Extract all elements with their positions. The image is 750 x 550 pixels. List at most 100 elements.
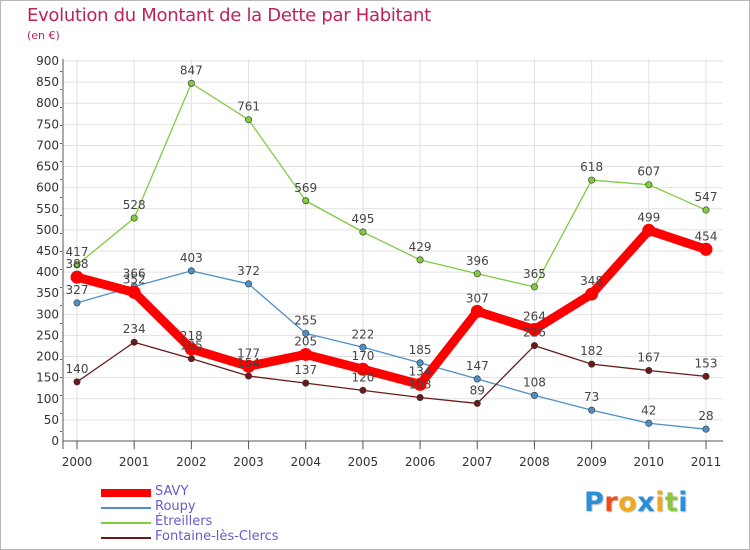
data-label-etreillers: 618 bbox=[580, 160, 603, 174]
data-point-savy bbox=[470, 304, 484, 318]
data-label-etreillers: 569 bbox=[294, 181, 317, 195]
y-tick-label: 900 bbox=[36, 54, 59, 68]
data-point-fontaine-les-clercs bbox=[416, 394, 424, 402]
y-tick-label: 100 bbox=[36, 392, 59, 406]
data-point-savy bbox=[356, 362, 370, 376]
data-label-savy: 264 bbox=[523, 310, 546, 324]
y-tick-label: 650 bbox=[36, 160, 59, 174]
data-label-roupy: 327 bbox=[66, 283, 89, 297]
data-label-savy: 134 bbox=[409, 364, 432, 378]
x-tick-label: 2010 bbox=[634, 455, 665, 469]
data-point-savy bbox=[184, 342, 198, 356]
data-label-fontaine-les-clercs: 195 bbox=[180, 339, 203, 353]
data-point-roupy bbox=[473, 375, 481, 383]
y-tick-label: 50 bbox=[44, 413, 59, 427]
data-label-etreillers: 429 bbox=[409, 240, 432, 254]
data-point-etreillers bbox=[245, 116, 253, 124]
data-point-fontaine-les-clercs bbox=[73, 378, 81, 386]
data-label-etreillers: 396 bbox=[466, 254, 489, 268]
data-point-roupy bbox=[416, 359, 424, 367]
series-line-fontaine-les-clercs bbox=[76, 341, 707, 405]
data-point-fontaine-les-clercs bbox=[473, 399, 481, 407]
data-point-roupy bbox=[302, 329, 310, 337]
legend-swatch bbox=[101, 489, 151, 497]
legend-label: Fontaine-lès-Clercs bbox=[155, 529, 279, 544]
data-label-fontaine-les-clercs: 89 bbox=[470, 383, 485, 397]
data-point-savy bbox=[699, 242, 713, 256]
data-label-savy: 352 bbox=[123, 272, 146, 286]
data-point-etreillers bbox=[73, 261, 81, 269]
x-tick-label: 2001 bbox=[119, 455, 150, 469]
data-label-roupy: 222 bbox=[351, 327, 374, 341]
series-line-roupy bbox=[76, 270, 707, 430]
legend-item: Étreillers bbox=[101, 514, 361, 530]
data-label-fontaine-les-clercs: 234 bbox=[123, 322, 146, 336]
data-label-roupy: 185 bbox=[409, 343, 432, 357]
data-point-roupy bbox=[645, 419, 653, 427]
data-label-fontaine-les-clercs: 140 bbox=[66, 362, 89, 376]
data-label-savy: 388 bbox=[66, 257, 89, 271]
y-tick-label: 500 bbox=[36, 223, 59, 237]
y-tick-label: 150 bbox=[36, 371, 59, 385]
x-tick-label: 2006 bbox=[405, 455, 436, 469]
data-point-savy bbox=[585, 287, 599, 301]
data-label-etreillers: 365 bbox=[523, 267, 546, 281]
logo-letter: o bbox=[618, 487, 638, 518]
y-tick-label: 800 bbox=[36, 96, 59, 110]
data-point-savy bbox=[70, 270, 84, 284]
data-label-roupy: 403 bbox=[180, 251, 203, 265]
x-tick-label: 2007 bbox=[462, 455, 493, 469]
data-label-fontaine-les-clercs: 103 bbox=[409, 378, 432, 392]
x-tick-label: 2005 bbox=[348, 455, 379, 469]
logo-letter: i bbox=[655, 487, 665, 518]
legend-swatch bbox=[101, 537, 151, 539]
x-tick-label: 2000 bbox=[62, 455, 93, 469]
data-point-roupy bbox=[702, 425, 710, 433]
chart-unit-label: (en €) bbox=[27, 29, 60, 42]
data-point-etreillers bbox=[416, 256, 424, 264]
data-point-etreillers bbox=[473, 270, 481, 278]
legend-swatch bbox=[101, 507, 151, 509]
x-tick-label: 2004 bbox=[290, 455, 321, 469]
legend-label: Roupy bbox=[155, 499, 196, 514]
data-label-savy: 170 bbox=[351, 349, 374, 363]
data-point-etreillers bbox=[302, 197, 310, 205]
y-tick-label: 850 bbox=[36, 75, 59, 89]
y-tick-label: 600 bbox=[36, 181, 59, 195]
data-point-roupy bbox=[245, 280, 253, 288]
series-line-etreillers bbox=[76, 82, 707, 288]
y-tick-label: 550 bbox=[36, 202, 59, 216]
data-point-etreillers bbox=[588, 176, 596, 184]
data-label-fontaine-les-clercs: 137 bbox=[294, 363, 317, 377]
x-tick-label: 2011 bbox=[691, 455, 722, 469]
data-label-etreillers: 417 bbox=[66, 245, 89, 259]
data-point-savy bbox=[413, 377, 427, 391]
data-point-fontaine-les-clercs bbox=[359, 386, 367, 394]
series-line-savy bbox=[72, 225, 711, 389]
y-tick-label: 450 bbox=[36, 244, 59, 258]
data-label-roupy: 42 bbox=[641, 403, 656, 417]
data-label-fontaine-les-clercs: 154 bbox=[237, 356, 260, 370]
legend-label: SAVY bbox=[155, 484, 189, 499]
y-tick-label: 400 bbox=[36, 265, 59, 279]
proxiti-logo: Proxiti bbox=[584, 487, 688, 518]
data-label-etreillers: 547 bbox=[695, 190, 718, 204]
legend-swatch bbox=[101, 522, 151, 524]
data-label-savy: 177 bbox=[237, 346, 260, 360]
data-point-fontaine-les-clercs bbox=[645, 366, 653, 374]
chart-legend: SAVY Roupy Étreillers Fontaine-lès-Clercs bbox=[101, 484, 361, 545]
y-tick-label: 250 bbox=[36, 328, 59, 342]
data-point-fontaine-les-clercs bbox=[130, 338, 138, 346]
data-point-roupy bbox=[73, 299, 81, 307]
x-tick-label: 2003 bbox=[233, 455, 264, 469]
y-tick-label: 300 bbox=[36, 307, 59, 321]
data-label-fontaine-les-clercs: 120 bbox=[351, 370, 374, 384]
data-point-roupy bbox=[530, 391, 538, 399]
data-label-fontaine-les-clercs: 182 bbox=[580, 344, 603, 358]
data-label-roupy: 366 bbox=[123, 266, 146, 280]
data-point-roupy bbox=[588, 406, 596, 414]
data-point-fontaine-les-clercs bbox=[530, 342, 538, 350]
data-label-savy: 454 bbox=[695, 229, 718, 243]
